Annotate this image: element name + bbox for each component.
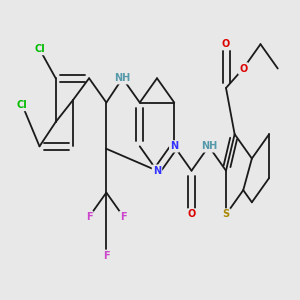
Text: Cl: Cl — [17, 100, 28, 110]
Text: O: O — [188, 209, 196, 220]
Text: NH: NH — [114, 73, 130, 83]
Text: N: N — [170, 141, 178, 152]
Text: Cl: Cl — [34, 44, 45, 54]
Text: NH: NH — [201, 141, 217, 152]
Text: S: S — [222, 209, 230, 220]
Text: F: F — [103, 251, 110, 261]
Text: O: O — [222, 39, 230, 49]
Text: F: F — [86, 212, 92, 222]
Text: F: F — [120, 212, 127, 222]
Text: O: O — [239, 64, 248, 74]
Text: N: N — [153, 166, 161, 176]
